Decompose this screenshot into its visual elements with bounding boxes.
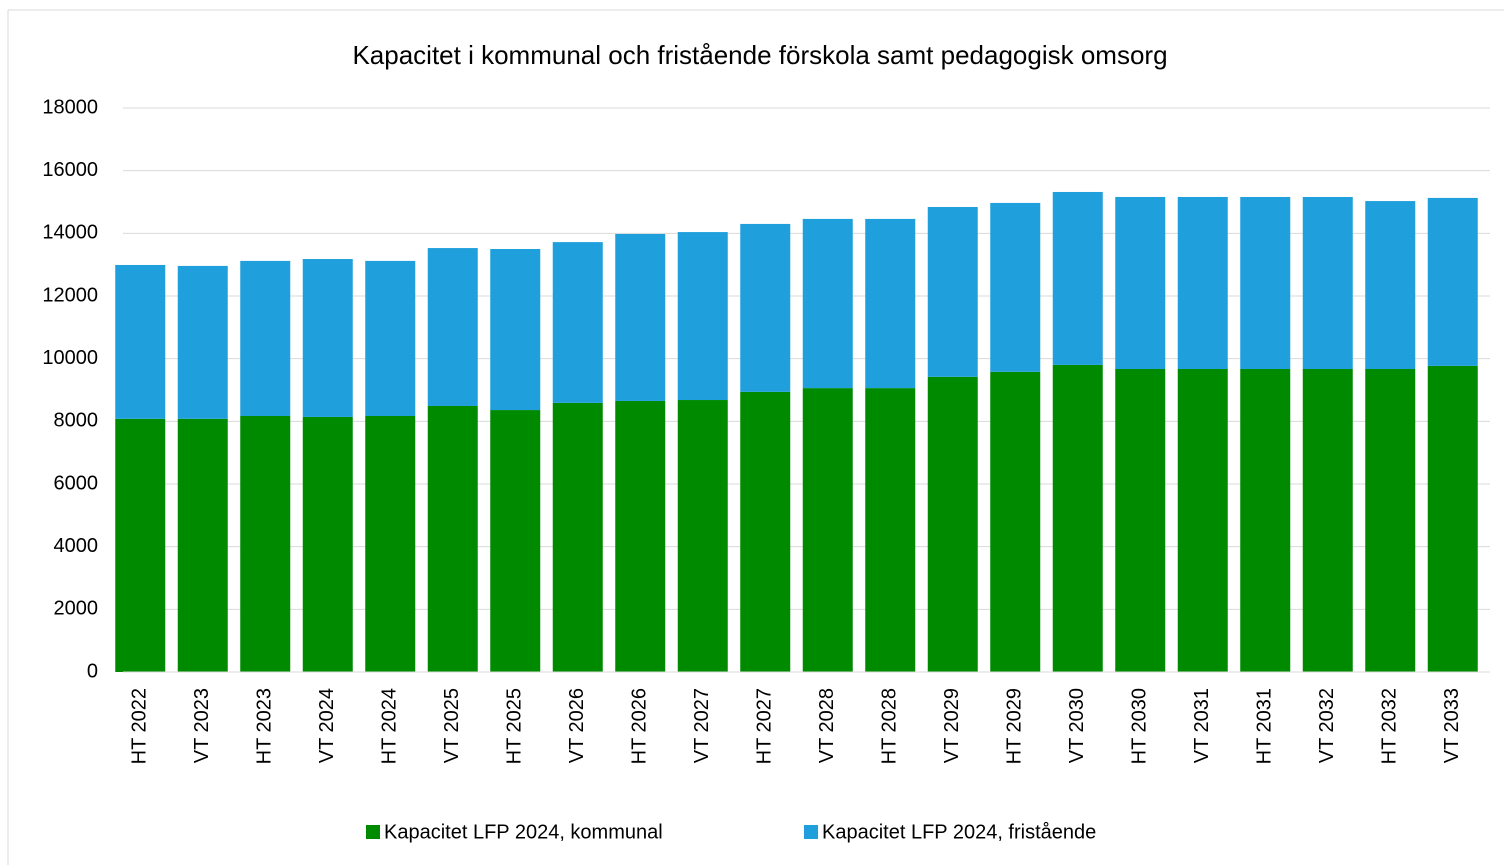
x-tick-label: VT 2032 (1316, 688, 1338, 763)
y-tick-label: 16000 (42, 159, 98, 181)
bar-segment (115, 418, 166, 672)
bar-segment (552, 242, 603, 403)
y-tick-label: 8000 (54, 410, 99, 432)
bar-segment (427, 248, 478, 406)
legend-swatch (804, 825, 818, 839)
bar-segment (490, 410, 541, 672)
bar-segment (927, 376, 978, 672)
y-tick-label: 18000 (42, 96, 98, 118)
bar-segment (1240, 369, 1291, 672)
bar-segment (1302, 196, 1353, 370)
bar-segment (1115, 369, 1166, 672)
x-tick-label: HT 2025 (504, 688, 526, 764)
x-tick-label: VT 2025 (441, 688, 463, 763)
bar-segment (1052, 364, 1103, 672)
bar-segment (1427, 197, 1478, 366)
x-tick-label: VT 2033 (1441, 688, 1463, 763)
x-tick-label: HT 2024 (379, 688, 401, 764)
bar-segment (490, 249, 541, 411)
bar-segment (1052, 191, 1103, 365)
bar-segment (1302, 369, 1353, 672)
bar-segment (552, 402, 603, 672)
bar-segment (615, 233, 666, 401)
legend-label: Kapacitet LFP 2024, fristående (822, 821, 1096, 843)
bar-segment (177, 418, 228, 672)
bar-segment (1115, 196, 1166, 370)
bar-segment (1365, 369, 1416, 672)
bar-segment (365, 260, 416, 417)
bar-segment (990, 371, 1041, 672)
x-tick-label: VT 2028 (816, 688, 838, 763)
bar-segment (427, 405, 478, 672)
x-tick-label: VT 2026 (566, 688, 588, 763)
x-tick-label: VT 2029 (941, 688, 963, 763)
x-tick-label: HT 2026 (629, 688, 651, 764)
bar-segment (802, 218, 853, 389)
y-tick-label: 4000 (54, 535, 99, 557)
x-tick-label: HT 2032 (1379, 688, 1401, 764)
bar-segment (740, 391, 791, 672)
x-tick-label: HT 2023 (254, 688, 276, 764)
bar-segment (1177, 196, 1228, 370)
y-tick-label: 12000 (42, 284, 98, 306)
bar-segment (1240, 196, 1291, 370)
bar-segment (740, 223, 791, 392)
bar-segment (240, 416, 291, 672)
bar-segment (677, 400, 728, 672)
bar-segment (865, 388, 916, 672)
bar-segment (115, 264, 166, 419)
bar-segment (927, 207, 978, 377)
x-tick-label: HT 2029 (1004, 688, 1026, 764)
bar-segment (1427, 365, 1478, 672)
y-tick-label: 14000 (42, 222, 98, 244)
x-tick-label: HT 2031 (1254, 688, 1276, 764)
x-tick-label: HT 2027 (754, 688, 776, 764)
legend-swatch (366, 825, 380, 839)
chart-title: Kapacitet i kommunal och fristående förs… (352, 40, 1167, 70)
bar-segment (802, 388, 853, 672)
x-tick-label: HT 2028 (879, 688, 901, 764)
bar-segment (302, 259, 353, 417)
y-tick-label: 2000 (54, 598, 99, 620)
bar-segment (365, 416, 416, 672)
x-tick-label: VT 2023 (191, 688, 213, 763)
bar-segment (677, 232, 728, 401)
x-tick-label: HT 2030 (1129, 688, 1151, 764)
y-tick-label: 0 (87, 660, 98, 682)
bar-segment (240, 260, 291, 417)
bar-segment (615, 400, 666, 672)
bar-segment (177, 265, 228, 419)
x-tick-label: VT 2031 (1191, 688, 1213, 763)
bar-segment (1365, 201, 1416, 370)
y-tick-label: 10000 (42, 347, 98, 369)
bar-segment (865, 218, 916, 389)
x-tick-label: VT 2030 (1066, 688, 1088, 763)
x-tick-label: HT 2022 (129, 688, 151, 764)
x-tick-label: VT 2024 (316, 688, 338, 763)
y-tick-label: 6000 (54, 472, 99, 494)
bar-segment (302, 416, 353, 672)
x-tick-label: VT 2027 (691, 688, 713, 763)
legend-label: Kapacitet LFP 2024, kommunal (384, 821, 663, 843)
bar-segment (1177, 369, 1228, 672)
bar-segment (990, 202, 1041, 372)
